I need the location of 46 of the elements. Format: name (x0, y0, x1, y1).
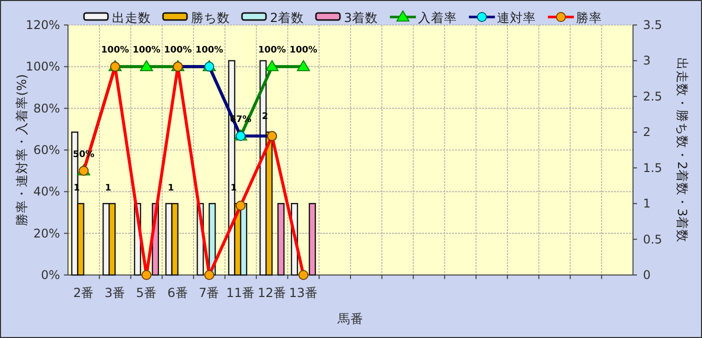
data-label: 100% (164, 46, 192, 56)
y2-tick-label: 1 (643, 196, 651, 211)
y-tick-label: 100% (26, 60, 60, 74)
y2-tick-label: 2 (643, 125, 651, 140)
bar (308, 202, 316, 276)
point (296, 60, 310, 72)
point (140, 60, 153, 72)
x-tick-label: 12番 (258, 285, 286, 300)
x-tick-label: 11番 (226, 285, 256, 300)
legend-label: 3着数 (344, 10, 378, 25)
point (266, 60, 279, 72)
x-tick-label: 13番 (288, 285, 318, 300)
x-axis-title: 馬番 (336, 311, 364, 326)
x-tick-label: 6番 (167, 285, 188, 300)
y-axis-title: 勝率・連対率・入着率(%) (14, 74, 29, 226)
legend-label: 勝率 (576, 10, 602, 25)
y-tick-label: 0% (40, 268, 60, 282)
data-label: 100% (132, 46, 160, 56)
y2-tick-label: 1.5 (643, 160, 662, 175)
y-tick-label: 60% (33, 143, 60, 157)
y2-tick-label: 2.5 (643, 89, 662, 104)
x-tick-label: 2番 (73, 285, 94, 300)
y2-tick-label: 0 (643, 268, 651, 282)
data-label: 1 (104, 184, 112, 194)
y2-tick-label: 0.5 (643, 232, 662, 246)
y2-tick-label: 3.5 (643, 18, 662, 32)
x-tick-label: 5番 (136, 285, 157, 300)
data-label: 100% (290, 46, 318, 56)
y-tick-label: 40% (33, 184, 60, 199)
y2-axis-title: 出走数・勝ち数・2着数・3着数 (675, 58, 690, 242)
legend-label: 2着数 (270, 10, 304, 25)
y2-tick-label: 3 (643, 54, 651, 68)
data-label: 1 (168, 184, 174, 194)
legend-label: 入着率 (418, 10, 457, 25)
data-label: 100% (195, 46, 224, 56)
bar (277, 202, 285, 276)
y-tick-label: 80% (33, 101, 60, 116)
legend-label: 勝ち数 (191, 10, 230, 25)
y-tick-label: 20% (33, 226, 60, 240)
data-label: 100% (258, 46, 286, 56)
x-tick-label: 7番 (198, 285, 220, 300)
data-label: 100% (101, 46, 129, 56)
x-tick-label: 3番 (104, 285, 126, 300)
y-tick-label: 120% (26, 18, 60, 32)
legend-label: 連対率 (496, 10, 536, 25)
legend-label: 出走数 (112, 10, 151, 25)
